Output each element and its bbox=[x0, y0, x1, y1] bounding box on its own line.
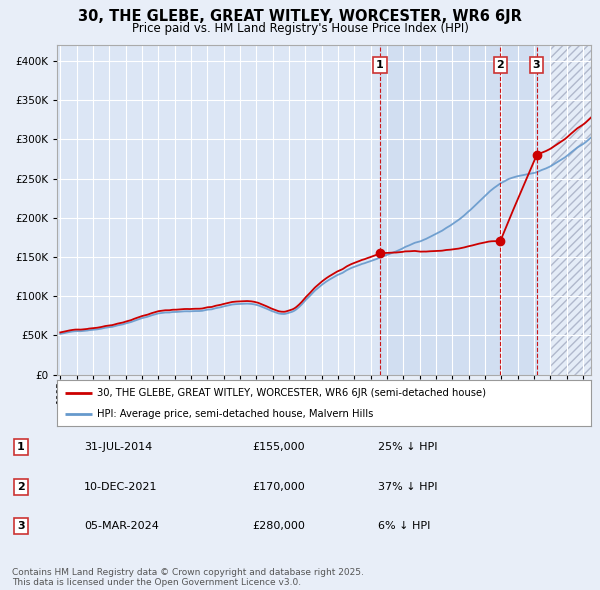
Text: 25% ↓ HPI: 25% ↓ HPI bbox=[378, 442, 437, 451]
Text: HPI: Average price, semi-detached house, Malvern Hills: HPI: Average price, semi-detached house,… bbox=[97, 409, 373, 419]
Text: 6% ↓ HPI: 6% ↓ HPI bbox=[378, 522, 430, 531]
Text: 3: 3 bbox=[17, 522, 25, 531]
Text: 2: 2 bbox=[496, 60, 504, 70]
Text: £155,000: £155,000 bbox=[252, 442, 305, 451]
Text: 37% ↓ HPI: 37% ↓ HPI bbox=[378, 482, 437, 491]
Text: 31-JUL-2014: 31-JUL-2014 bbox=[84, 442, 152, 451]
Text: 2: 2 bbox=[17, 482, 25, 491]
Text: 10-DEC-2021: 10-DEC-2021 bbox=[84, 482, 157, 491]
Text: Price paid vs. HM Land Registry's House Price Index (HPI): Price paid vs. HM Land Registry's House … bbox=[131, 22, 469, 35]
Text: 30, THE GLEBE, GREAT WITLEY, WORCESTER, WR6 6JR: 30, THE GLEBE, GREAT WITLEY, WORCESTER, … bbox=[78, 9, 522, 24]
Text: 1: 1 bbox=[376, 60, 384, 70]
Text: 1: 1 bbox=[17, 442, 25, 451]
Bar bbox=[380, 45, 536, 375]
Text: £280,000: £280,000 bbox=[252, 522, 305, 531]
Text: 30, THE GLEBE, GREAT WITLEY, WORCESTER, WR6 6JR (semi-detached house): 30, THE GLEBE, GREAT WITLEY, WORCESTER, … bbox=[97, 388, 486, 398]
Text: £170,000: £170,000 bbox=[252, 482, 305, 491]
Text: Contains HM Land Registry data © Crown copyright and database right 2025.
This d: Contains HM Land Registry data © Crown c… bbox=[12, 568, 364, 587]
Text: 05-MAR-2024: 05-MAR-2024 bbox=[84, 522, 159, 531]
Text: 3: 3 bbox=[533, 60, 541, 70]
